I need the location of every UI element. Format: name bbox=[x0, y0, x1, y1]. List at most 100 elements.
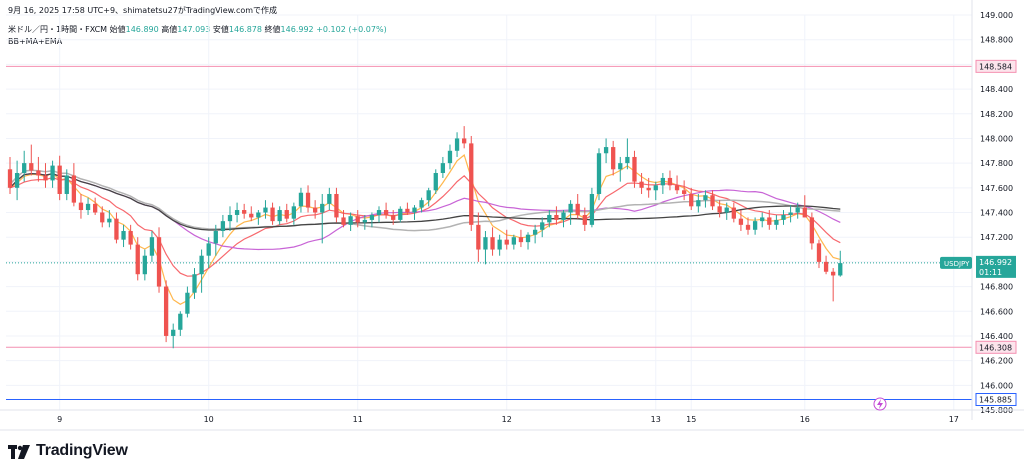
candle-body[interactable] bbox=[816, 243, 822, 262]
candle-body[interactable] bbox=[618, 163, 623, 170]
candle-body[interactable] bbox=[469, 143, 474, 225]
candle-body[interactable] bbox=[362, 219, 367, 223]
candle-body[interactable] bbox=[192, 274, 197, 293]
candle-body[interactable] bbox=[809, 217, 815, 244]
candle-body[interactable] bbox=[525, 234, 531, 243]
candle-body[interactable] bbox=[632, 156, 637, 182]
candle-body[interactable] bbox=[689, 193, 694, 207]
candle-body[interactable] bbox=[703, 195, 708, 201]
candle-body[interactable] bbox=[653, 185, 658, 191]
candle-body[interactable] bbox=[426, 190, 431, 201]
symbol-tag[interactable] bbox=[940, 256, 972, 269]
candle-body[interactable] bbox=[682, 190, 687, 194]
candle-body[interactable] bbox=[589, 193, 595, 225]
candle-body[interactable] bbox=[391, 214, 396, 220]
candle-body[interactable] bbox=[142, 255, 147, 275]
candle-body[interactable] bbox=[341, 217, 346, 225]
candle-body[interactable] bbox=[639, 181, 644, 188]
candle-body[interactable] bbox=[781, 214, 786, 220]
candle-body[interactable] bbox=[454, 138, 460, 151]
candle-body[interactable] bbox=[128, 231, 133, 245]
candle-body[interactable] bbox=[93, 203, 98, 213]
symbol-name[interactable]: 米ドル／円・1時間・FXCM bbox=[8, 25, 108, 34]
candle-body[interactable] bbox=[774, 219, 779, 225]
candle-body[interactable] bbox=[745, 224, 751, 230]
candle-body[interactable] bbox=[724, 207, 729, 213]
candle-body[interactable] bbox=[114, 218, 119, 240]
candle-body[interactable] bbox=[568, 203, 573, 213]
candle-body[interactable] bbox=[22, 163, 27, 173]
candle-body[interactable] bbox=[135, 244, 140, 275]
candle-body[interactable] bbox=[376, 210, 382, 215]
candle-body[interactable] bbox=[696, 200, 701, 207]
candle-body[interactable] bbox=[206, 243, 211, 256]
candle-body[interactable] bbox=[795, 207, 800, 213]
candle-body[interactable] bbox=[611, 147, 616, 170]
candle-body[interactable] bbox=[760, 217, 765, 222]
candle-body[interactable] bbox=[57, 165, 62, 194]
candle-body[interactable] bbox=[85, 203, 91, 211]
candle-body[interactable] bbox=[518, 237, 524, 243]
candle-body[interactable] bbox=[447, 150, 453, 164]
candle-body[interactable] bbox=[490, 237, 495, 250]
candle-body[interactable] bbox=[163, 286, 169, 336]
candle-body[interactable] bbox=[348, 216, 353, 225]
candle-body[interactable] bbox=[234, 210, 240, 215]
candle-body[interactable] bbox=[369, 214, 375, 220]
candle-body[interactable] bbox=[412, 207, 417, 213]
current-price-tag[interactable] bbox=[976, 255, 1016, 278]
candle-body[interactable] bbox=[242, 210, 247, 214]
candle-body[interactable] bbox=[334, 193, 339, 218]
candle-body[interactable] bbox=[532, 229, 538, 235]
candle-body[interactable] bbox=[731, 207, 736, 219]
candle-body[interactable] bbox=[305, 192, 311, 208]
candle-body[interactable] bbox=[199, 255, 204, 275]
candle-body[interactable] bbox=[14, 173, 20, 188]
candle-body[interactable] bbox=[185, 292, 190, 314]
candle-body[interactable] bbox=[398, 208, 403, 220]
candle-body[interactable] bbox=[462, 138, 467, 144]
candle-body[interactable] bbox=[767, 217, 772, 225]
candle-body[interactable] bbox=[383, 210, 389, 215]
candle-body[interactable] bbox=[625, 156, 630, 164]
candle-body[interactable] bbox=[667, 177, 673, 186]
candle-body[interactable] bbox=[270, 207, 275, 222]
candle-body[interactable] bbox=[838, 263, 843, 276]
candle-body[interactable] bbox=[497, 239, 502, 250]
candle-body[interactable] bbox=[405, 208, 410, 213]
candle-body[interactable] bbox=[603, 147, 609, 154]
candle-body[interactable] bbox=[327, 193, 332, 204]
candle-body[interactable] bbox=[575, 203, 580, 215]
candle-body[interactable] bbox=[29, 163, 34, 171]
candle-body[interactable] bbox=[50, 165, 55, 181]
candle-body[interactable] bbox=[823, 261, 829, 272]
candle-body[interactable] bbox=[178, 313, 183, 330]
candle-body[interactable] bbox=[738, 218, 744, 225]
lightning-icon[interactable] bbox=[873, 397, 887, 411]
candle-body[interactable] bbox=[43, 175, 48, 181]
candle-body[interactable] bbox=[660, 177, 666, 186]
candle-body[interactable] bbox=[440, 163, 446, 173]
candle-body[interactable] bbox=[100, 212, 105, 223]
candle-body[interactable] bbox=[511, 237, 516, 245]
candle-body[interactable] bbox=[504, 239, 509, 245]
candle-body[interactable] bbox=[298, 192, 304, 207]
candle-body[interactable] bbox=[227, 214, 233, 222]
candle-body[interactable] bbox=[752, 221, 758, 230]
candle-body[interactable] bbox=[291, 206, 296, 219]
candle-body[interactable] bbox=[263, 207, 268, 213]
candle-body[interactable] bbox=[802, 207, 807, 218]
candle-body[interactable] bbox=[483, 237, 488, 250]
candle-body[interactable] bbox=[596, 153, 602, 194]
candle-body[interactable] bbox=[7, 169, 13, 188]
candle-body[interactable] bbox=[476, 224, 481, 250]
candle-body[interactable] bbox=[156, 237, 162, 287]
candle-body[interactable] bbox=[121, 231, 126, 240]
candle-body[interactable] bbox=[312, 207, 318, 213]
candle-body[interactable] bbox=[561, 212, 566, 220]
candle-body[interactable] bbox=[710, 195, 715, 207]
candle-body[interactable] bbox=[540, 222, 545, 230]
candle-body[interactable] bbox=[71, 175, 77, 203]
indicator-legend[interactable]: BB+MA+EMA bbox=[8, 37, 63, 46]
candle-body[interactable] bbox=[582, 214, 587, 225]
